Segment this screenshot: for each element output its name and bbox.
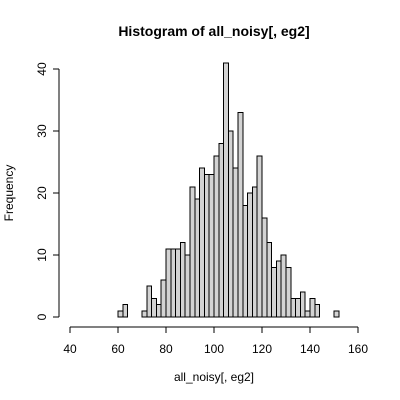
histogram-bar — [309, 297, 316, 318]
histogram-bar — [184, 254, 191, 318]
histogram-bar — [160, 279, 167, 318]
x-tick-label: 100 — [204, 342, 224, 356]
histogram-bar — [266, 242, 273, 318]
histogram-bar — [256, 155, 263, 318]
histogram-bar — [170, 248, 177, 318]
histogram-bar — [227, 130, 234, 318]
y-axis: 0 10 20 30 40 — [35, 62, 60, 320]
histogram-bar — [122, 304, 129, 318]
histogram-bar — [208, 173, 215, 318]
x-tick-label: 120 — [252, 342, 272, 356]
y-tick-label: 40 — [35, 62, 49, 76]
histogram-bar — [261, 217, 268, 318]
histogram-bar — [271, 266, 277, 318]
histogram-bar — [280, 254, 287, 318]
histogram-bar — [242, 204, 249, 318]
histogram-bar — [285, 266, 292, 318]
chart-title: Histogram of all_noisy[, eg2] — [118, 23, 309, 39]
histogram-bar — [117, 310, 124, 318]
x-tick-label: 160 — [348, 342, 368, 356]
histogram-bar — [155, 304, 162, 318]
histogram-bar — [247, 192, 253, 318]
histogram-bar — [232, 167, 239, 318]
x-axis: 40 60 80 100 120 140 160 — [63, 326, 368, 356]
y-tick-label: 30 — [35, 124, 49, 138]
histogram-bar — [189, 186, 196, 318]
histogram-bar — [333, 310, 340, 318]
histogram-bar — [251, 186, 258, 318]
histogram-bar — [213, 155, 220, 318]
y-tick-label: 10 — [35, 248, 49, 262]
histogram-bar — [199, 167, 205, 318]
histogram-bar — [203, 173, 210, 318]
y-axis-label: Frequency — [2, 165, 16, 222]
histogram-bar — [151, 297, 157, 318]
x-tick-label: 80 — [159, 342, 173, 356]
x-axis-label: all_noisy[, eg2] — [174, 370, 254, 384]
histogram-bar — [194, 198, 201, 318]
histogram-bar — [304, 310, 311, 318]
histogram-bar — [175, 248, 181, 318]
x-tick-label: 140 — [300, 342, 320, 356]
histogram-bar — [218, 142, 225, 318]
x-tick-label: 60 — [111, 342, 125, 356]
histogram-bar — [179, 242, 186, 318]
y-tick-label: 0 — [35, 313, 49, 320]
histogram-bar — [223, 62, 229, 318]
x-tick-label: 40 — [63, 342, 77, 356]
histogram-bar — [290, 297, 297, 318]
histogram-bar — [165, 248, 172, 318]
y-tick-label: 20 — [35, 186, 49, 200]
histogram-bar — [146, 285, 153, 318]
histogram-bar — [299, 291, 306, 318]
histogram-bar — [295, 297, 301, 318]
histogram-bar — [314, 304, 321, 318]
histogram-bar — [141, 310, 148, 318]
bars-group — [117, 62, 340, 318]
histogram-bar — [275, 260, 282, 318]
histogram-bar — [237, 111, 244, 318]
